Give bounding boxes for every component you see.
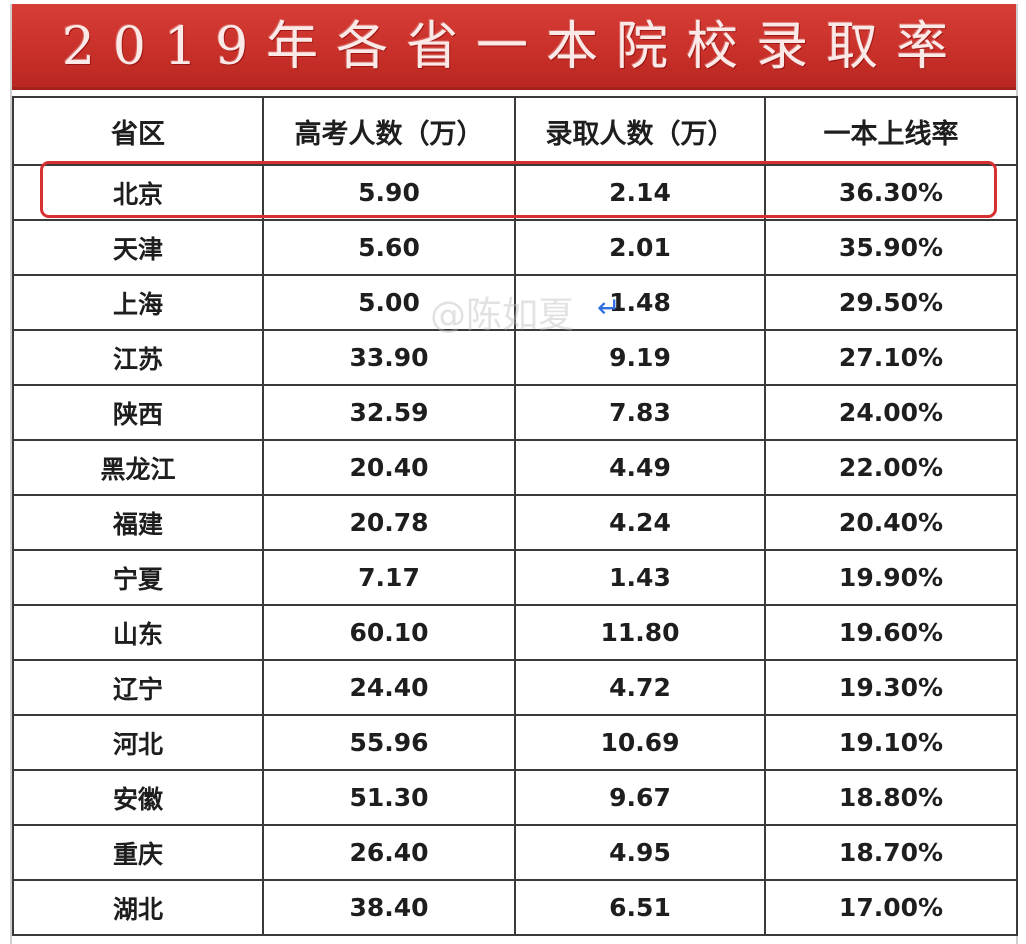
cell-rate: 18.70%	[764, 824, 1018, 881]
cell-admitted: 6.51	[514, 879, 766, 936]
cell-admitted: 1.43	[514, 549, 766, 606]
table-row: 陕西 32.59 7.83 24.00%	[12, 384, 1018, 441]
cell-admitted: 4.95	[514, 824, 766, 881]
cell-examinees: 7.17	[262, 549, 516, 606]
table-row: 福建 20.78 4.24 20.40%	[12, 494, 1018, 551]
cell-province: 安徽	[12, 769, 264, 826]
table-row: 江苏 33.90 9.19 27.10%	[12, 329, 1018, 386]
cell-examinees: 33.90	[262, 329, 516, 386]
table-row: 北京 5.90 2.14 36.30%	[12, 164, 1018, 221]
column-header-examinees: 高考人数（万）	[262, 96, 516, 166]
table-row: 天津 5.60 2.01 35.90%	[12, 219, 1018, 276]
cell-province: 湖北	[12, 879, 264, 936]
table-row: 安徽 51.30 9.67 18.80%	[12, 769, 1018, 826]
cell-examinees: 51.30	[262, 769, 516, 826]
cell-rate: 20.40%	[764, 494, 1018, 551]
cell-admitted: 9.19	[514, 329, 766, 386]
column-header-province: 省区	[12, 96, 264, 166]
cell-admitted: 9.67	[514, 769, 766, 826]
cell-rate: 19.30%	[764, 659, 1018, 716]
title-banner: 2019年各省一本院校录取率	[12, 4, 1016, 90]
cell-admitted: 4.49	[514, 439, 766, 496]
cell-admitted: 1.48	[514, 274, 766, 331]
cell-examinees: 5.00	[262, 274, 516, 331]
cell-province: 北京	[12, 164, 264, 221]
table-row: 山东 60.10 11.80 19.60%	[12, 604, 1018, 661]
cell-admitted: 4.72	[514, 659, 766, 716]
cell-province: 黑龙江	[12, 439, 264, 496]
cell-examinees: 24.40	[262, 659, 516, 716]
cell-examinees: 26.40	[262, 824, 516, 881]
cell-admitted: 2.01	[514, 219, 766, 276]
cell-rate: 19.10%	[764, 714, 1018, 771]
table-row: 上海 5.00 1.48 29.50%	[12, 274, 1018, 331]
cell-examinees: 20.78	[262, 494, 516, 551]
cell-rate: 29.50%	[764, 274, 1018, 331]
cell-rate: 19.60%	[764, 604, 1018, 661]
table-row: 重庆 26.40 4.95 18.70%	[12, 824, 1018, 881]
cell-province: 上海	[12, 274, 264, 331]
cell-admitted: 2.14	[514, 164, 766, 221]
column-header-admitted: 录取人数（万）	[514, 96, 766, 166]
cell-province: 辽宁	[12, 659, 264, 716]
table-row: 辽宁 24.40 4.72 19.30%	[12, 659, 1018, 716]
cell-province: 重庆	[12, 824, 264, 881]
cell-admitted: 4.24	[514, 494, 766, 551]
table-row: 宁夏 7.17 1.43 19.90%	[12, 549, 1018, 606]
table-row: 河北 55.96 10.69 19.10%	[12, 714, 1018, 771]
cell-rate: 36.30%	[764, 164, 1018, 221]
table-row: 黑龙江 20.40 4.49 22.00%	[12, 439, 1018, 496]
cell-province: 陕西	[12, 384, 264, 441]
admission-rate-table: 省区 高考人数（万） 录取人数（万） 一本上线率 北京 5.90 2.14 36…	[12, 96, 1018, 936]
cell-rate: 19.90%	[764, 549, 1018, 606]
table-header-row: 省区 高考人数（万） 录取人数（万） 一本上线率	[12, 96, 1018, 166]
cell-examinees: 38.40	[262, 879, 516, 936]
cell-province: 天津	[12, 219, 264, 276]
cell-examinees: 32.59	[262, 384, 516, 441]
cell-rate: 35.90%	[764, 219, 1018, 276]
cell-examinees: 5.60	[262, 219, 516, 276]
cell-examinees: 60.10	[262, 604, 516, 661]
cell-province: 河北	[12, 714, 264, 771]
table-row: 湖北 38.40 6.51 17.00%	[12, 879, 1018, 936]
cell-province: 宁夏	[12, 549, 264, 606]
cell-rate: 22.00%	[764, 439, 1018, 496]
cell-province: 山东	[12, 604, 264, 661]
cell-rate: 27.10%	[764, 329, 1018, 386]
cell-examinees: 20.40	[262, 439, 516, 496]
cell-province: 江苏	[12, 329, 264, 386]
cell-rate: 18.80%	[764, 769, 1018, 826]
cell-admitted: 11.80	[514, 604, 766, 661]
page-title: 2019年各省一本院校录取率	[61, 17, 967, 77]
cell-province: 福建	[12, 494, 264, 551]
cell-examinees: 5.90	[262, 164, 516, 221]
cell-rate: 17.00%	[764, 879, 1018, 936]
cell-admitted: 10.69	[514, 714, 766, 771]
cell-admitted: 7.83	[514, 384, 766, 441]
cell-examinees: 55.96	[262, 714, 516, 771]
column-header-rate: 一本上线率	[764, 96, 1018, 166]
document-frame: 2019年各省一本院校录取率 省区 高考人数（万） 录取人数（万） 一本上线率 …	[10, 4, 1018, 944]
cell-rate: 24.00%	[764, 384, 1018, 441]
